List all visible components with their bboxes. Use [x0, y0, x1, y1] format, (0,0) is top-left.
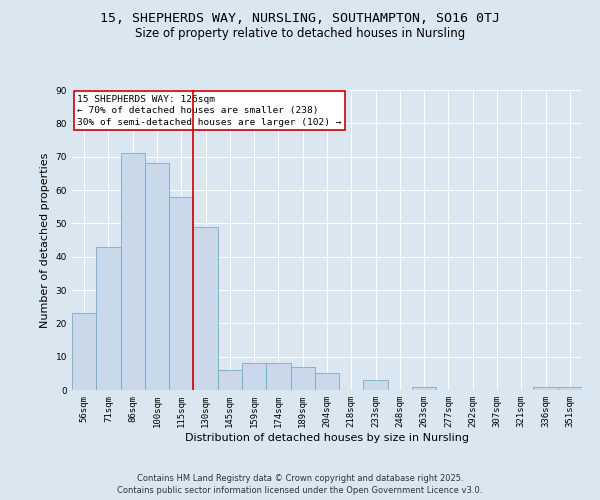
Text: Size of property relative to detached houses in Nursling: Size of property relative to detached ho…: [135, 28, 465, 40]
Bar: [315, 374, 339, 390]
Y-axis label: Number of detached properties: Number of detached properties: [40, 152, 50, 328]
Bar: [558, 386, 582, 390]
Bar: [72, 314, 96, 390]
Bar: [96, 246, 121, 390]
X-axis label: Distribution of detached houses by size in Nursling: Distribution of detached houses by size …: [185, 432, 469, 442]
Bar: [169, 196, 193, 390]
Bar: [145, 164, 169, 390]
Bar: [193, 226, 218, 390]
Bar: [290, 366, 315, 390]
Bar: [266, 364, 290, 390]
Bar: [412, 386, 436, 390]
Text: 15, SHEPHERDS WAY, NURSLING, SOUTHAMPTON, SO16 0TJ: 15, SHEPHERDS WAY, NURSLING, SOUTHAMPTON…: [100, 12, 500, 26]
Bar: [242, 364, 266, 390]
Bar: [121, 154, 145, 390]
Bar: [533, 386, 558, 390]
Text: Contains HM Land Registry data © Crown copyright and database right 2025.
Contai: Contains HM Land Registry data © Crown c…: [118, 474, 482, 495]
Bar: [364, 380, 388, 390]
Text: 15 SHEPHERDS WAY: 126sqm
← 70% of detached houses are smaller (238)
30% of semi-: 15 SHEPHERDS WAY: 126sqm ← 70% of detach…: [77, 94, 341, 127]
Bar: [218, 370, 242, 390]
